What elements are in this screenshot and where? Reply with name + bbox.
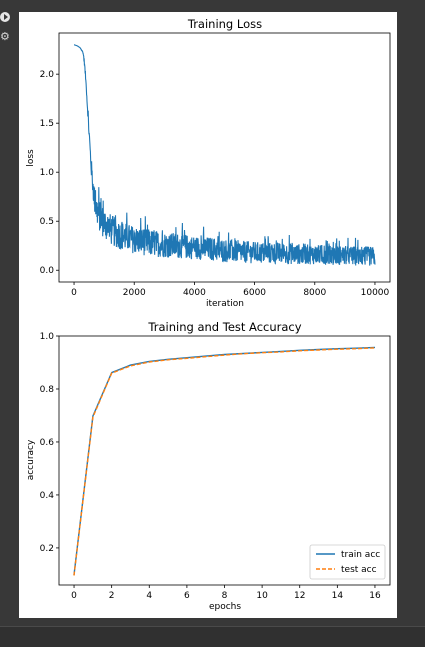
train-acc-line	[73, 346, 376, 575]
loss-x-tick-label: 4000	[183, 288, 206, 298]
accuracy-y-tick-label: 0.4	[40, 491, 55, 501]
loss-chart-title: Training Loss	[187, 17, 262, 31]
legend-train-label: train acc	[341, 550, 380, 560]
loss-line	[74, 44, 376, 266]
accuracy-x-tick-label: 6	[184, 591, 190, 601]
loss-x-tick-label: 10000	[361, 288, 390, 298]
tune-icon[interactable]: ⚙	[0, 30, 10, 43]
accuracy-series	[73, 346, 376, 576]
cell-output: Training Loss 0.0 0.5 1.0 1.5 2.0 0 2000 4000 6…	[19, 12, 397, 618]
accuracy-chart: Training and Test Accuracy 0.2 0.4 0.6 0.8 1…	[26, 320, 391, 612]
figure: Training Loss 0.0 0.5 1.0 1.5 2.0 0 2000 4000 6…	[26, 17, 391, 612]
accuracy-x-tick-label: 2	[109, 591, 115, 601]
accuracy-x-tick-label: 16	[369, 591, 381, 601]
loss-y-tick-label: 1.0	[40, 168, 55, 178]
accuracy-x-tick-label: 12	[294, 591, 305, 601]
accuracy-y-tick-label: 0.2	[40, 544, 54, 554]
play-circle-icon[interactable]	[0, 12, 10, 22]
accuracy-y-axis-label: accuracy	[26, 439, 36, 480]
loss-x-axis-label: iteration	[206, 299, 244, 309]
loss-series	[74, 44, 376, 266]
loss-x-tick-label: 6000	[243, 288, 266, 298]
accuracy-x-tick-label: 14	[332, 591, 344, 601]
loss-x-tick-label: 8000	[303, 288, 326, 298]
test-acc-line	[73, 347, 376, 576]
loss-axes-frame	[58, 32, 391, 283]
accuracy-y-tick-label: 1.0	[40, 332, 55, 342]
accuracy-x-tick-label: 0	[71, 591, 77, 601]
accuracy-y-tick-label: 0.8	[40, 385, 55, 395]
accuracy-x-tick-label: 10	[256, 591, 268, 601]
loss-y-tick-label: 0.5	[40, 217, 54, 227]
loss-x-tick-label: 0	[71, 288, 77, 298]
accuracy-y-tick-label: 0.6	[40, 438, 55, 448]
bottom-strip	[0, 626, 425, 647]
accuracy-chart-title: Training and Test Accuracy	[147, 320, 301, 334]
accuracy-y-ticks: 0.2 0.4 0.6 0.8 1.0	[40, 332, 59, 554]
accuracy-x-axis-label: epochs	[209, 602, 241, 612]
cell-gutter: ⚙	[0, 0, 19, 646]
loss-y-tick-label: 1.5	[40, 119, 54, 129]
loss-x-tick-label: 2000	[123, 288, 146, 298]
loss-chart: Training Loss 0.0 0.5 1.0 1.5 2.0 0 2000 4000 6…	[26, 17, 391, 309]
loss-y-axis-label: loss	[26, 149, 36, 167]
right-strip	[397, 0, 425, 646]
loss-x-ticks: 0 2000 4000 6000 8000 10000	[71, 282, 390, 298]
accuracy-x-ticks: 0 2 4 6 8 10 12 14 16	[71, 585, 381, 601]
loss-y-ticks: 0.0 0.5 1.0 1.5 2.0	[40, 70, 59, 276]
accuracy-legend: train acc test acc	[309, 544, 386, 580]
loss-y-tick-label: 0.0	[40, 266, 55, 276]
accuracy-x-tick-label: 4	[146, 591, 152, 601]
loss-y-tick-label: 2.0	[40, 70, 55, 80]
accuracy-x-tick-label: 8	[222, 591, 228, 601]
legend-test-label: test acc	[341, 565, 377, 575]
